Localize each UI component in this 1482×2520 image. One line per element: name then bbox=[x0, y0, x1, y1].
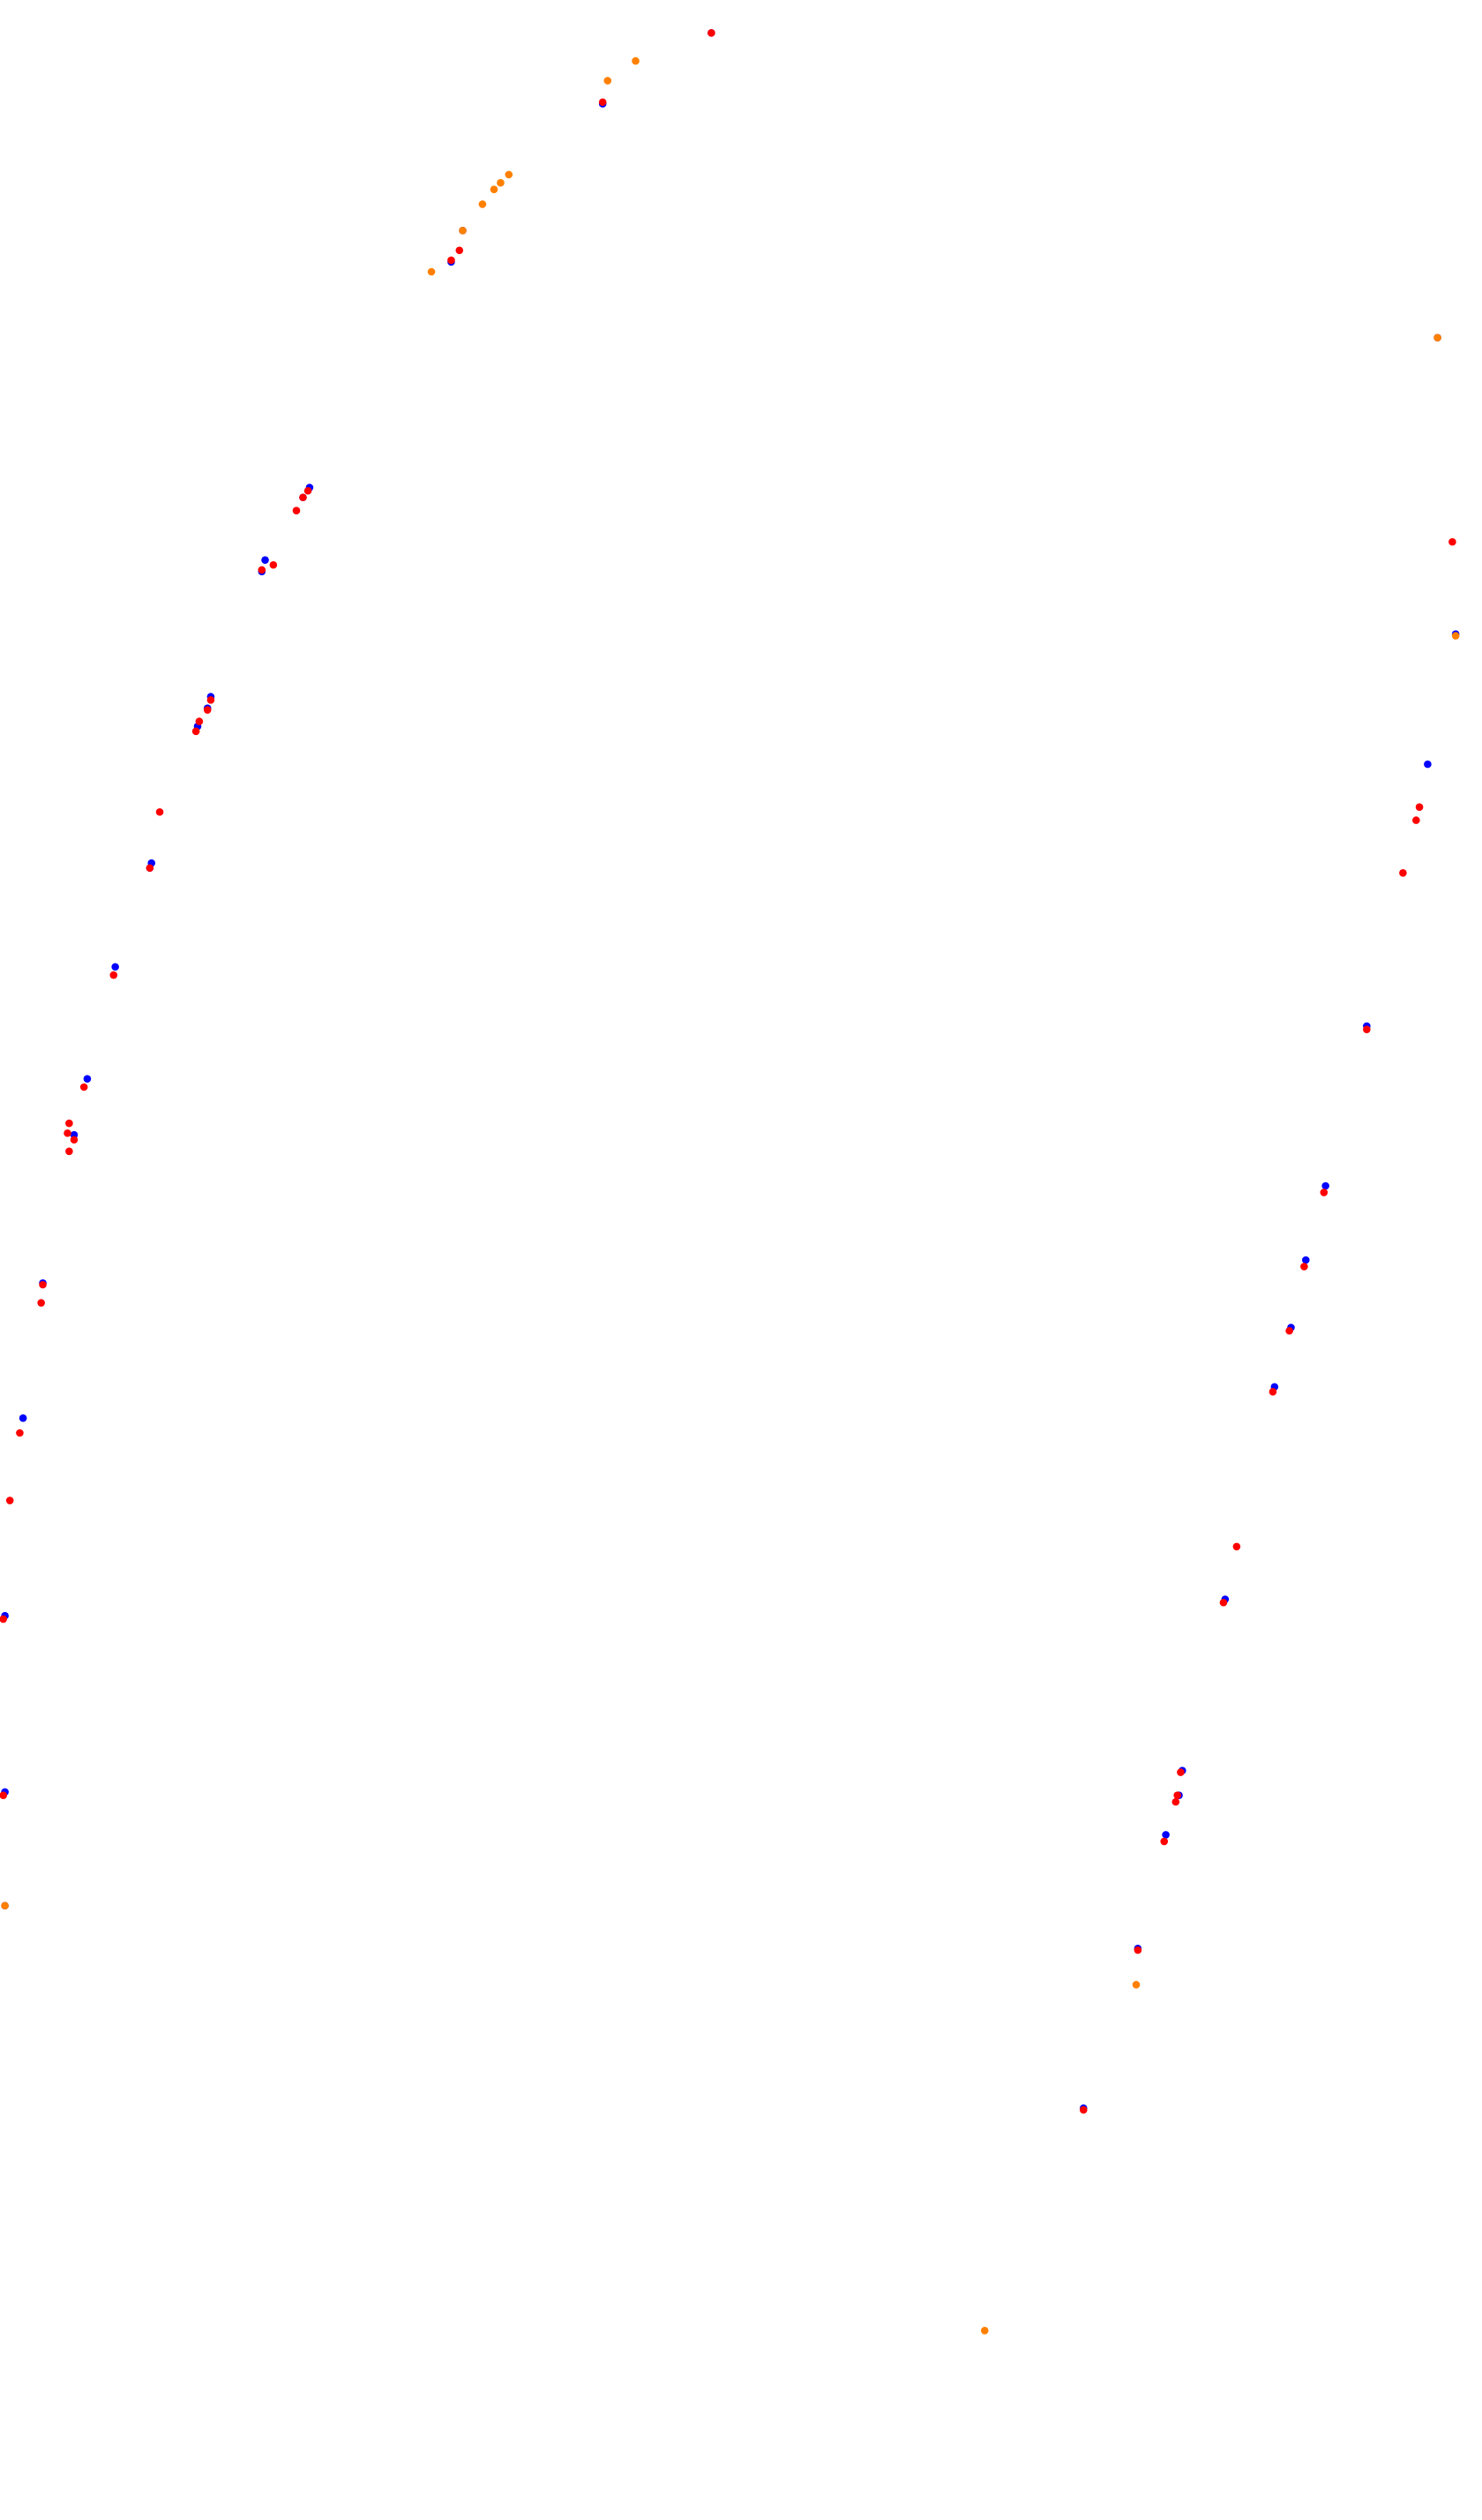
data-point-series-1-30 bbox=[1399, 869, 1407, 877]
data-point-series-0-6 bbox=[261, 556, 269, 564]
data-point-series-2-4 bbox=[490, 185, 498, 193]
data-point-series-1-43 bbox=[1079, 2105, 1088, 2114]
data-point-series-1-10 bbox=[195, 717, 204, 725]
data-point-series-1-27 bbox=[1448, 537, 1456, 546]
data-point-series-0-25 bbox=[1321, 1181, 1329, 1190]
data-point-series-1-11 bbox=[203, 706, 212, 714]
data-point-series-1-12 bbox=[206, 696, 215, 704]
data-point-series-1-31 bbox=[1363, 1025, 1371, 1033]
data-point-series-1-2 bbox=[447, 256, 455, 265]
data-point-series-1-20 bbox=[65, 1147, 73, 1156]
data-point-series-2-3 bbox=[497, 178, 505, 187]
data-point-series-1-8 bbox=[269, 560, 278, 569]
data-point-series-1-36 bbox=[1232, 1542, 1241, 1551]
data-point-series-1-19 bbox=[70, 1136, 79, 1144]
data-point-series-1-38 bbox=[1177, 1768, 1185, 1776]
data-point-series-1-24 bbox=[5, 1496, 14, 1504]
data-point-series-1-14 bbox=[146, 864, 154, 873]
data-point-series-0-23 bbox=[1424, 760, 1432, 769]
data-point-series-2-12 bbox=[980, 2327, 989, 2335]
data-point-series-1-0 bbox=[707, 29, 715, 37]
data-point-series-1-16 bbox=[79, 1083, 88, 1091]
data-point-series-1-32 bbox=[1320, 1189, 1329, 1196]
data-point-series-1-26 bbox=[0, 1791, 8, 1799]
data-point-series-2-6 bbox=[459, 227, 467, 235]
data-point-series-1-15 bbox=[109, 971, 118, 979]
data-point-series-2-8 bbox=[1433, 334, 1441, 341]
data-point-series-1-23 bbox=[16, 1429, 24, 1437]
data-point-series-1-21 bbox=[39, 1280, 47, 1289]
data-point-series-2-1 bbox=[603, 77, 612, 85]
data-point-series-1-6 bbox=[303, 486, 312, 495]
data-point-series-1-37 bbox=[1219, 1598, 1228, 1607]
data-point-series-1-40 bbox=[1171, 1797, 1180, 1806]
data-point-series-1-25 bbox=[0, 1615, 8, 1624]
data-point-series-1-39 bbox=[1173, 1791, 1181, 1799]
data-point-series-1-33 bbox=[1300, 1263, 1308, 1271]
data-point-series-1-4 bbox=[292, 506, 301, 514]
data-point-series-0-14 bbox=[83, 1075, 92, 1083]
data-point-series-2-10 bbox=[1, 1901, 9, 1910]
data-point-series-1-35 bbox=[1269, 1388, 1277, 1396]
data-point-series-1-18 bbox=[64, 1129, 71, 1137]
data-point-series-1-1 bbox=[598, 98, 607, 107]
data-point-series-2-0 bbox=[632, 56, 640, 65]
data-point-series-2-5 bbox=[478, 200, 487, 208]
data-point-series-1-9 bbox=[191, 727, 200, 736]
data-point-series-1-17 bbox=[65, 1119, 73, 1128]
data-point-series-1-41 bbox=[1160, 1837, 1169, 1846]
data-point-series-1-34 bbox=[1285, 1326, 1293, 1335]
data-point-series-2-2 bbox=[505, 170, 513, 179]
data-point-series-1-42 bbox=[1134, 1946, 1142, 1954]
data-point-series-1-7 bbox=[258, 566, 266, 574]
data-point-series-1-13 bbox=[155, 807, 164, 816]
data-point-series-1-22 bbox=[37, 1299, 45, 1307]
data-point-series-2-9 bbox=[1451, 632, 1460, 640]
data-point-series-0-17 bbox=[19, 1414, 27, 1422]
data-point-series-2-7 bbox=[427, 267, 436, 276]
data-point-series-0-13 bbox=[111, 963, 119, 971]
data-point-series-2-11 bbox=[1132, 1981, 1141, 1989]
data-point-series-1-3 bbox=[455, 246, 464, 255]
data-point-series-0-32 bbox=[1162, 1831, 1170, 1839]
scatter-marks bbox=[0, 29, 1460, 2335]
data-point-series-1-5 bbox=[299, 493, 307, 502]
data-point-series-1-29 bbox=[1412, 816, 1420, 824]
data-point-series-1-28 bbox=[1415, 803, 1424, 811]
data-point-series-0-26 bbox=[1301, 1256, 1310, 1264]
